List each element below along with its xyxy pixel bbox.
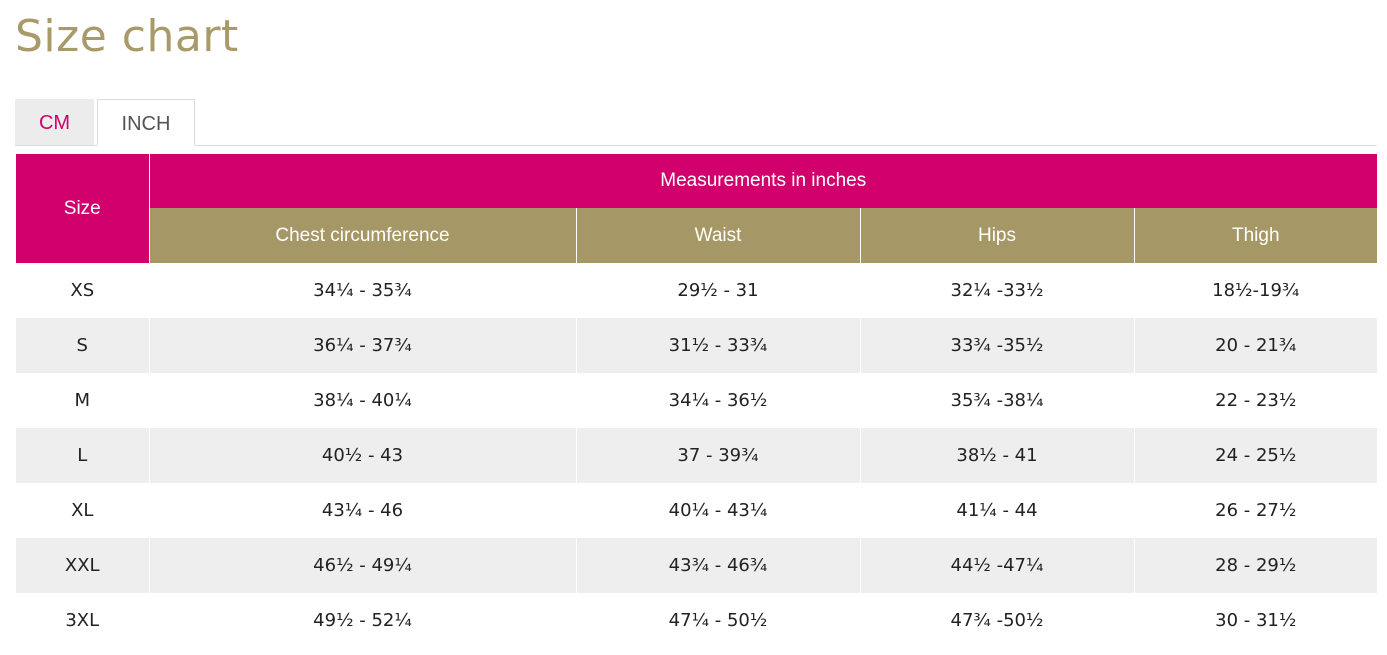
tab-inch[interactable]: INCH	[97, 99, 195, 146]
waist-cell: 40¼ - 43¼	[575, 483, 860, 538]
hips-cell: 32¼ -33½	[859, 263, 1134, 318]
thigh-cell: 20 - 21¾	[1133, 318, 1377, 373]
chest-cell: 40½ - 43	[148, 428, 576, 483]
hips-cell: 47¾ -50½	[859, 593, 1134, 648]
chest-cell: 49½ - 52¼	[148, 593, 576, 648]
size-cell: XL	[71, 500, 94, 521]
hips-cell: 44½ -47¼	[859, 538, 1134, 593]
column-header-chest: Chest circumference	[148, 208, 576, 263]
table-row: XXL 46½ - 49¼ 43¾ - 46¾ 44½ -47¼ 28 - 29…	[16, 538, 1377, 593]
column-header-thigh: Thigh	[1133, 208, 1377, 263]
thigh-cell: 24 - 25½	[1133, 428, 1377, 483]
tab-cm[interactable]: CM	[15, 99, 94, 145]
waist-cell: 43¾ - 46¾	[575, 538, 860, 593]
waist-cell: 29½ - 31	[575, 263, 860, 318]
thigh-cell: 18½-19¾	[1133, 263, 1377, 318]
chest-cell: 36¼ - 37¾	[148, 318, 576, 373]
size-cell: S	[16, 318, 149, 373]
hips-cell: 38½ - 41	[859, 428, 1134, 483]
chest-cell: 34¼ - 35¾	[148, 263, 576, 318]
size-cell: XS	[70, 280, 95, 301]
waist-cell: 37 - 39¾	[575, 428, 860, 483]
table-row: S 36¼ - 37¾ 31½ - 33¾ 33¾ -35½ 20 - 21¾	[16, 318, 1377, 373]
table-row: M 38¼ - 40¼ 34¼ - 36½ 35¾ -38¼ 22 - 23½	[16, 373, 1377, 428]
size-cell: M	[74, 390, 91, 411]
column-header-hips: Hips	[859, 208, 1134, 263]
hips-cell: 33¾ -35½	[859, 318, 1134, 373]
hips-cell: 35¾ -38¼	[859, 373, 1134, 428]
table-row: XL 43¼ - 46 40¼ - 43¼ 41¼ - 44 26 - 27½	[16, 483, 1377, 538]
table-row: 3XL 49½ - 52¼ 47¼ - 50½ 47¾ -50½ 30 - 31…	[16, 593, 1377, 648]
table-row: L 40½ - 43 37 - 39¾ 38½ - 41 24 - 25½	[16, 428, 1377, 483]
column-header-waist: Waist	[575, 208, 860, 263]
chest-cell: 46½ - 49¼	[148, 538, 576, 593]
hips-cell: 41¼ - 44	[859, 483, 1134, 538]
size-column-header: Size	[16, 154, 150, 263]
size-cell: XXL	[16, 538, 149, 593]
waist-cell: 34¼ - 36½	[575, 373, 860, 428]
thigh-cell: 22 - 23½	[1133, 373, 1377, 428]
table-row: XS 34¼ - 35¾ 29½ - 31 32¼ -33½ 18½-19¾	[16, 263, 1377, 318]
chest-cell: 43¼ - 46	[148, 483, 576, 538]
waist-cell: 47¼ - 50½	[575, 593, 860, 648]
thigh-cell: 30 - 31½	[1133, 593, 1377, 648]
thigh-cell: 28 - 29½	[1133, 538, 1377, 593]
waist-cell: 31½ - 33¾	[575, 318, 860, 373]
measurements-group-header: Measurements in inches	[149, 154, 1377, 208]
size-cell: L	[16, 428, 149, 483]
size-chart-table: Size Measurements in inches Chest circum…	[16, 154, 1377, 648]
unit-tabs: CM INCH	[15, 99, 1377, 146]
page-title: Size chart	[15, 11, 239, 62]
thigh-cell: 26 - 27½	[1133, 483, 1377, 538]
size-cell: 3XL	[65, 610, 100, 631]
chest-cell: 38¼ - 40¼	[148, 373, 576, 428]
